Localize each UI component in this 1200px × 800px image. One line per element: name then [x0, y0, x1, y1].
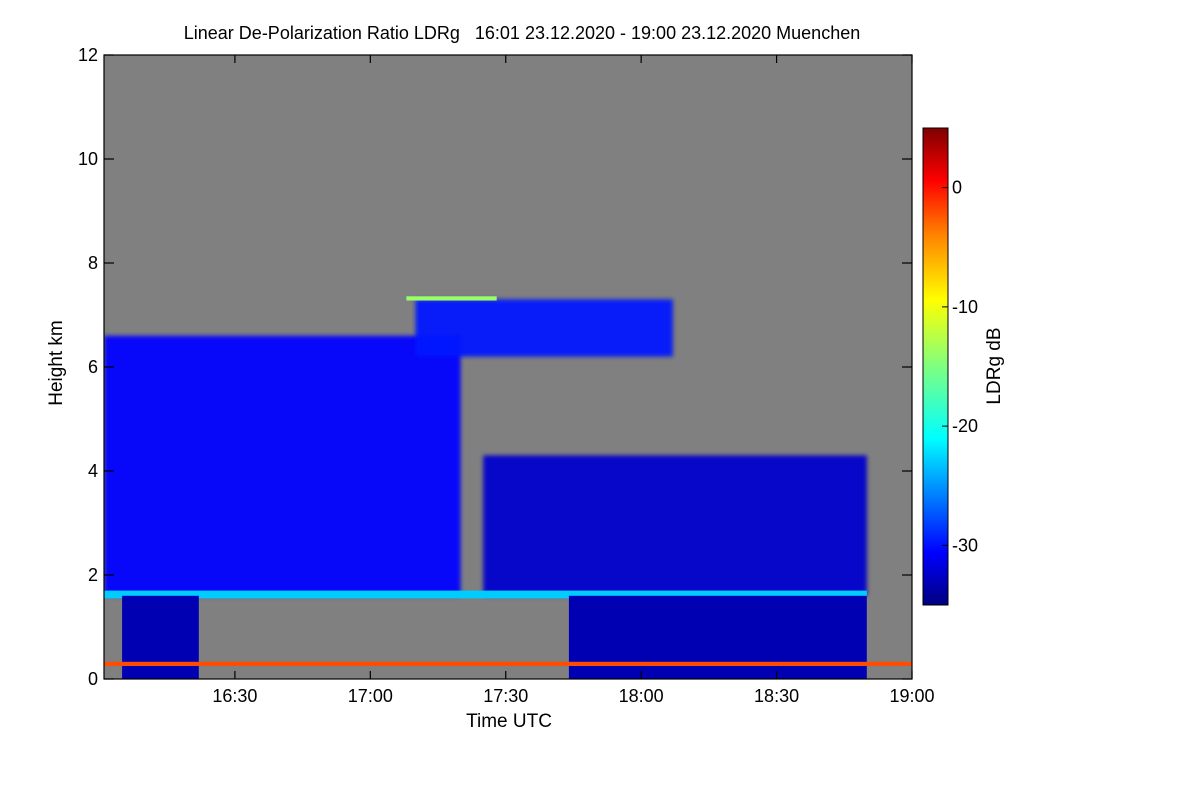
x-tick-label: 16:30 — [212, 686, 257, 706]
colorbar-ticks: 0 -10 -20 -30 — [942, 178, 978, 555]
y-axis: 0 2 4 6 8 10 12 — [78, 45, 912, 689]
y-tick-label: 12 — [78, 45, 98, 65]
x-tick-label: 19:00 — [889, 686, 934, 706]
colorbar-tick-label: -10 — [952, 297, 978, 317]
y-axis-label: Height km — [46, 320, 67, 406]
x-tick-label: 18:30 — [754, 686, 799, 706]
cloud-region — [483, 455, 867, 596]
y-tick-label: 0 — [88, 669, 98, 689]
y-tick-label: 6 — [88, 357, 98, 377]
colorbar-tick-label: 0 — [952, 178, 962, 198]
colorbar-tick-label: -20 — [952, 416, 978, 436]
cloud-region — [104, 335, 461, 596]
x-tick-label: 17:00 — [348, 686, 393, 706]
precipitation-region — [568, 595, 867, 679]
data-layer — [104, 296, 912, 679]
thin-layer-region — [406, 296, 497, 301]
colorbar — [922, 127, 949, 606]
y-tick-label: 4 — [88, 461, 98, 481]
colorbar-tick-label: -30 — [952, 535, 978, 555]
melting-layer-region — [104, 590, 867, 599]
x-tick-label: 18:00 — [619, 686, 664, 706]
colorbar-label: LDRg dB — [984, 327, 1005, 404]
x-axis: 16:30 17:00 17:30 18:00 18:30 19:00 — [212, 55, 935, 706]
y-tick-label: 8 — [88, 253, 98, 273]
x-tick-label: 17:30 — [483, 686, 528, 706]
y-tick-label: 10 — [78, 149, 98, 169]
cirrus-region — [415, 299, 673, 357]
chart-title: Linear De-Polarization Ratio LDRg 16:01 … — [184, 23, 860, 43]
surface-layer-region — [104, 661, 912, 666]
x-axis-label: Time UTC — [466, 711, 552, 732]
y-tick-label: 2 — [88, 565, 98, 585]
precipitation-region — [122, 595, 199, 679]
